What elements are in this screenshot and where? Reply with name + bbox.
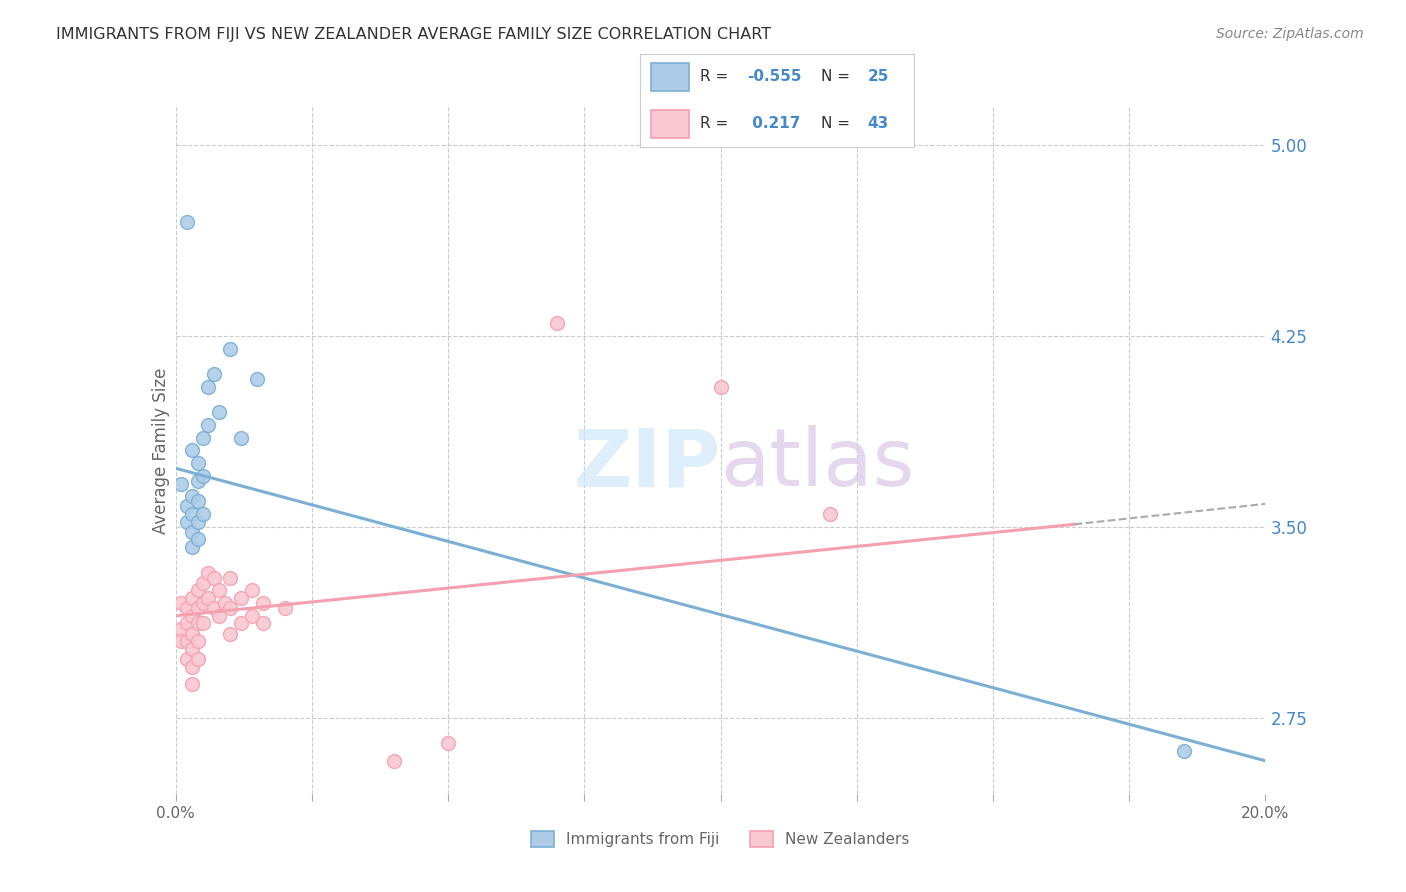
Point bbox=[191, 431, 214, 445]
Point bbox=[181, 524, 204, 539]
Text: 25: 25 bbox=[868, 70, 889, 85]
Point bbox=[176, 601, 198, 615]
Point bbox=[191, 507, 214, 521]
Point bbox=[181, 489, 204, 503]
Point bbox=[710, 380, 733, 394]
Point bbox=[181, 591, 204, 605]
Point bbox=[186, 515, 209, 529]
Point bbox=[208, 405, 231, 419]
Point bbox=[186, 533, 209, 547]
Point bbox=[246, 372, 269, 386]
Point bbox=[231, 616, 253, 631]
Text: atlas: atlas bbox=[721, 425, 915, 503]
Point bbox=[176, 515, 198, 529]
Text: 0.217: 0.217 bbox=[747, 116, 800, 131]
Point bbox=[186, 494, 209, 508]
Point bbox=[191, 596, 214, 610]
Point bbox=[176, 634, 198, 648]
Point bbox=[191, 575, 214, 590]
Point bbox=[219, 626, 242, 640]
Point bbox=[202, 571, 225, 585]
Point bbox=[186, 601, 209, 615]
Text: N =: N = bbox=[821, 116, 855, 131]
Point bbox=[176, 500, 198, 514]
Point bbox=[186, 456, 209, 470]
Point bbox=[214, 596, 236, 610]
Point bbox=[437, 736, 460, 750]
Point bbox=[197, 417, 219, 432]
Point bbox=[818, 507, 841, 521]
Point bbox=[170, 634, 193, 648]
Point bbox=[170, 622, 193, 636]
Point bbox=[181, 507, 204, 521]
Point bbox=[202, 601, 225, 615]
Point bbox=[186, 616, 209, 631]
Point bbox=[240, 583, 263, 598]
Point bbox=[170, 596, 193, 610]
Point bbox=[197, 591, 219, 605]
FancyBboxPatch shape bbox=[651, 110, 689, 138]
Text: R =: R = bbox=[700, 116, 733, 131]
Point bbox=[176, 652, 198, 666]
Point bbox=[208, 583, 231, 598]
Point bbox=[197, 566, 219, 580]
FancyBboxPatch shape bbox=[651, 63, 689, 91]
Point bbox=[1173, 744, 1195, 758]
Point bbox=[181, 608, 204, 623]
Text: ZIP: ZIP bbox=[574, 425, 721, 503]
Text: N =: N = bbox=[821, 70, 855, 85]
Point bbox=[191, 469, 214, 483]
Point bbox=[170, 476, 193, 491]
Point bbox=[186, 634, 209, 648]
Point bbox=[231, 591, 253, 605]
Point bbox=[219, 342, 242, 356]
Point bbox=[240, 608, 263, 623]
Point bbox=[382, 754, 405, 768]
Point bbox=[181, 659, 204, 673]
Text: -0.555: -0.555 bbox=[747, 70, 801, 85]
Point bbox=[176, 616, 198, 631]
Point bbox=[208, 608, 231, 623]
Point bbox=[176, 214, 198, 228]
Text: R =: R = bbox=[700, 70, 733, 85]
Point bbox=[197, 380, 219, 394]
Point bbox=[181, 443, 204, 458]
Point bbox=[191, 616, 214, 631]
Point bbox=[181, 677, 204, 691]
Point bbox=[546, 316, 568, 330]
Point bbox=[181, 540, 204, 554]
Point bbox=[274, 601, 297, 615]
Legend: Immigrants from Fiji, New Zealanders: Immigrants from Fiji, New Zealanders bbox=[523, 823, 918, 855]
Point bbox=[252, 616, 274, 631]
Point bbox=[186, 652, 209, 666]
Text: IMMIGRANTS FROM FIJI VS NEW ZEALANDER AVERAGE FAMILY SIZE CORRELATION CHART: IMMIGRANTS FROM FIJI VS NEW ZEALANDER AV… bbox=[56, 27, 772, 42]
Point bbox=[219, 601, 242, 615]
Text: 43: 43 bbox=[868, 116, 889, 131]
Point bbox=[186, 474, 209, 488]
Point bbox=[202, 367, 225, 381]
Y-axis label: Average Family Size: Average Family Size bbox=[152, 368, 170, 533]
Point bbox=[231, 431, 253, 445]
Text: Source: ZipAtlas.com: Source: ZipAtlas.com bbox=[1216, 27, 1364, 41]
Point bbox=[252, 596, 274, 610]
Point bbox=[186, 583, 209, 598]
Point bbox=[181, 626, 204, 640]
Point bbox=[181, 641, 204, 656]
Point bbox=[219, 571, 242, 585]
